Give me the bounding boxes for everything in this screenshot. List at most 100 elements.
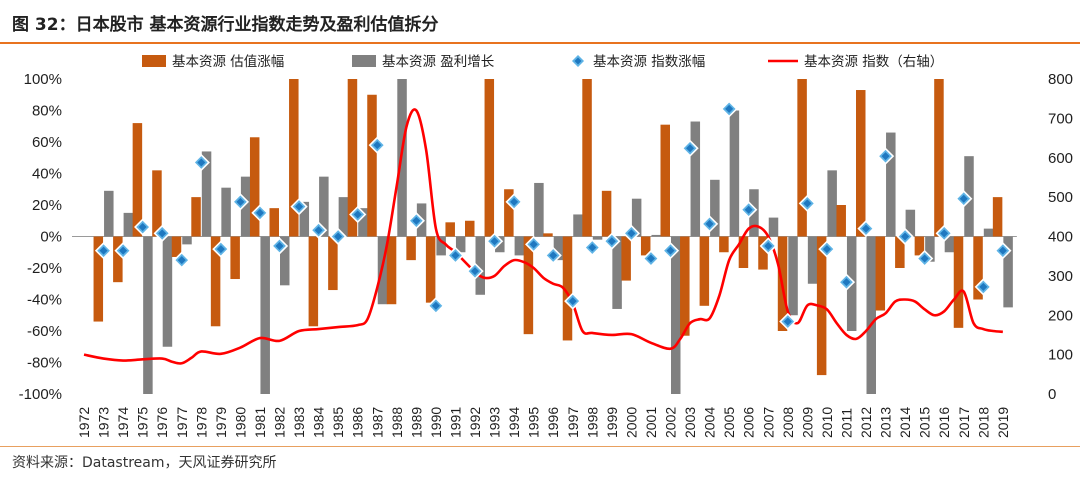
earnings-bar [162, 236, 173, 347]
x-tick-label: 2019 [995, 407, 1011, 438]
legend: 基本资源 估值涨幅 基本资源 盈利增长 基本资源 指数涨幅 基本资源 指数（右轴） [142, 53, 943, 70]
index-change-marker-core [314, 226, 323, 235]
y-right-tick-label: 100 [1048, 347, 1073, 364]
earnings-bar [221, 187, 231, 237]
valuation-bar [249, 137, 260, 237]
index-change-marker-core [177, 256, 186, 265]
index-change-marker-core [471, 267, 479, 276]
source-note: 资料来源：Datastream，天风证券研究所 [12, 455, 277, 471]
x-tick-label: 1978 [193, 407, 209, 438]
y-left-tick-label: 0% [40, 229, 62, 246]
x-tick-label: 1991 [447, 407, 463, 438]
valuation-bar [562, 236, 573, 341]
earnings-bar [319, 176, 329, 237]
index-change-marker-core [725, 104, 734, 113]
valuation-bar [582, 79, 592, 237]
valuation-bar [601, 190, 612, 237]
index-change-marker-core [842, 278, 851, 287]
earnings-bar [768, 217, 779, 237]
earnings-bar [925, 236, 935, 262]
x-tick-label: 2007 [760, 407, 776, 438]
x-tick-label: 2018 [975, 407, 991, 438]
index-change-marker-core [666, 246, 675, 255]
legend-swatch-valuation [142, 55, 166, 67]
valuation-bar [132, 123, 143, 237]
index-change-marker-core [451, 251, 460, 260]
valuation-bar [660, 124, 670, 237]
valuation-bar [210, 236, 221, 327]
index-change-marker-core [353, 210, 362, 219]
title-divider [0, 42, 1080, 44]
x-tick-label: 1989 [408, 407, 424, 438]
earnings-bar [240, 176, 251, 237]
valuation-bar [699, 236, 710, 306]
earnings-bar [201, 151, 212, 237]
x-tick-label: 1979 [213, 407, 229, 438]
x-tick-label: 1982 [272, 407, 288, 438]
index-change-marker-core [158, 229, 167, 238]
valuation-bar [406, 236, 416, 261]
valuation-bar [640, 236, 651, 256]
index-change-marker-core [568, 297, 577, 306]
valuation-bar [347, 79, 358, 237]
valuation-bar [191, 197, 201, 237]
index-change-marker-core [412, 216, 421, 225]
earnings-bar [573, 214, 583, 237]
index-change-marker-core [998, 246, 1007, 255]
legend-swatch-index-change-core [574, 57, 582, 65]
index-change-marker-core [783, 317, 792, 326]
earnings-bar [338, 197, 349, 237]
x-tick-label: 2002 [663, 407, 679, 438]
valuation-bar [875, 236, 886, 311]
earnings-bar [553, 236, 564, 261]
x-tick-label: 1998 [584, 407, 600, 438]
legend-swatch-earnings [352, 55, 376, 67]
index-change-marker-core [275, 241, 284, 250]
y-left-tick-label: 40% [32, 166, 62, 183]
index-change-marker-core [138, 223, 147, 232]
y-left-tick-label: 20% [32, 197, 62, 214]
x-tick-label: 1993 [487, 407, 503, 438]
valuation-bar [543, 233, 553, 237]
index-change-marker-core [99, 246, 108, 255]
earnings-bar [280, 236, 290, 286]
index-change-marker-core [490, 237, 499, 246]
earnings-bar [475, 236, 485, 295]
index-change-marker-core [588, 243, 597, 252]
valuation-bar [680, 236, 690, 336]
index-change-marker-core [901, 232, 910, 241]
x-tick-label: 1974 [115, 407, 131, 438]
earnings-bar [807, 236, 818, 284]
x-tick-label: 1996 [545, 407, 561, 438]
index-change-marker-core [607, 237, 616, 246]
x-tick-label: 2012 [858, 407, 874, 438]
y-right-tick-label: 200 [1048, 307, 1073, 324]
earnings-bar [710, 179, 720, 237]
x-tick-label: 2010 [819, 407, 835, 438]
earnings-bar [944, 236, 955, 253]
title-bar: 图 32：日本股市 基本资源行业指数走势及盈利估值拆分 [0, 0, 1080, 44]
earnings-bar [143, 236, 153, 394]
y-left-tick-label: -20% [27, 260, 62, 277]
index-change-markers [94, 100, 1012, 331]
index-line [83, 108, 1003, 365]
index-change-marker-core [744, 205, 753, 214]
index-change-marker-core [334, 232, 343, 241]
index-change-marker-core [431, 301, 440, 310]
index-change-marker-core [216, 245, 225, 254]
y-left-tick-label: -60% [27, 323, 62, 340]
index-change-marker-core [705, 219, 714, 228]
x-tick-label: 2013 [878, 407, 894, 438]
index-change-marker-core [979, 282, 988, 291]
valuation-bar [93, 236, 104, 322]
earnings-bar [886, 132, 896, 237]
x-tick-label: 1972 [76, 407, 92, 438]
legend-label-index: 基本资源 指数（右轴） [804, 53, 943, 70]
earnings-bar [1003, 236, 1013, 308]
y-right-tick-label: 500 [1048, 189, 1073, 206]
index-change-marker-core [803, 199, 812, 208]
index-change-marker-core [881, 152, 890, 161]
x-axis: 1972 1973 1974 1975 1976 1977 1978 1979 1980 1981… [76, 407, 1011, 438]
earnings-bar [827, 170, 837, 237]
valuation-bar [914, 236, 925, 256]
